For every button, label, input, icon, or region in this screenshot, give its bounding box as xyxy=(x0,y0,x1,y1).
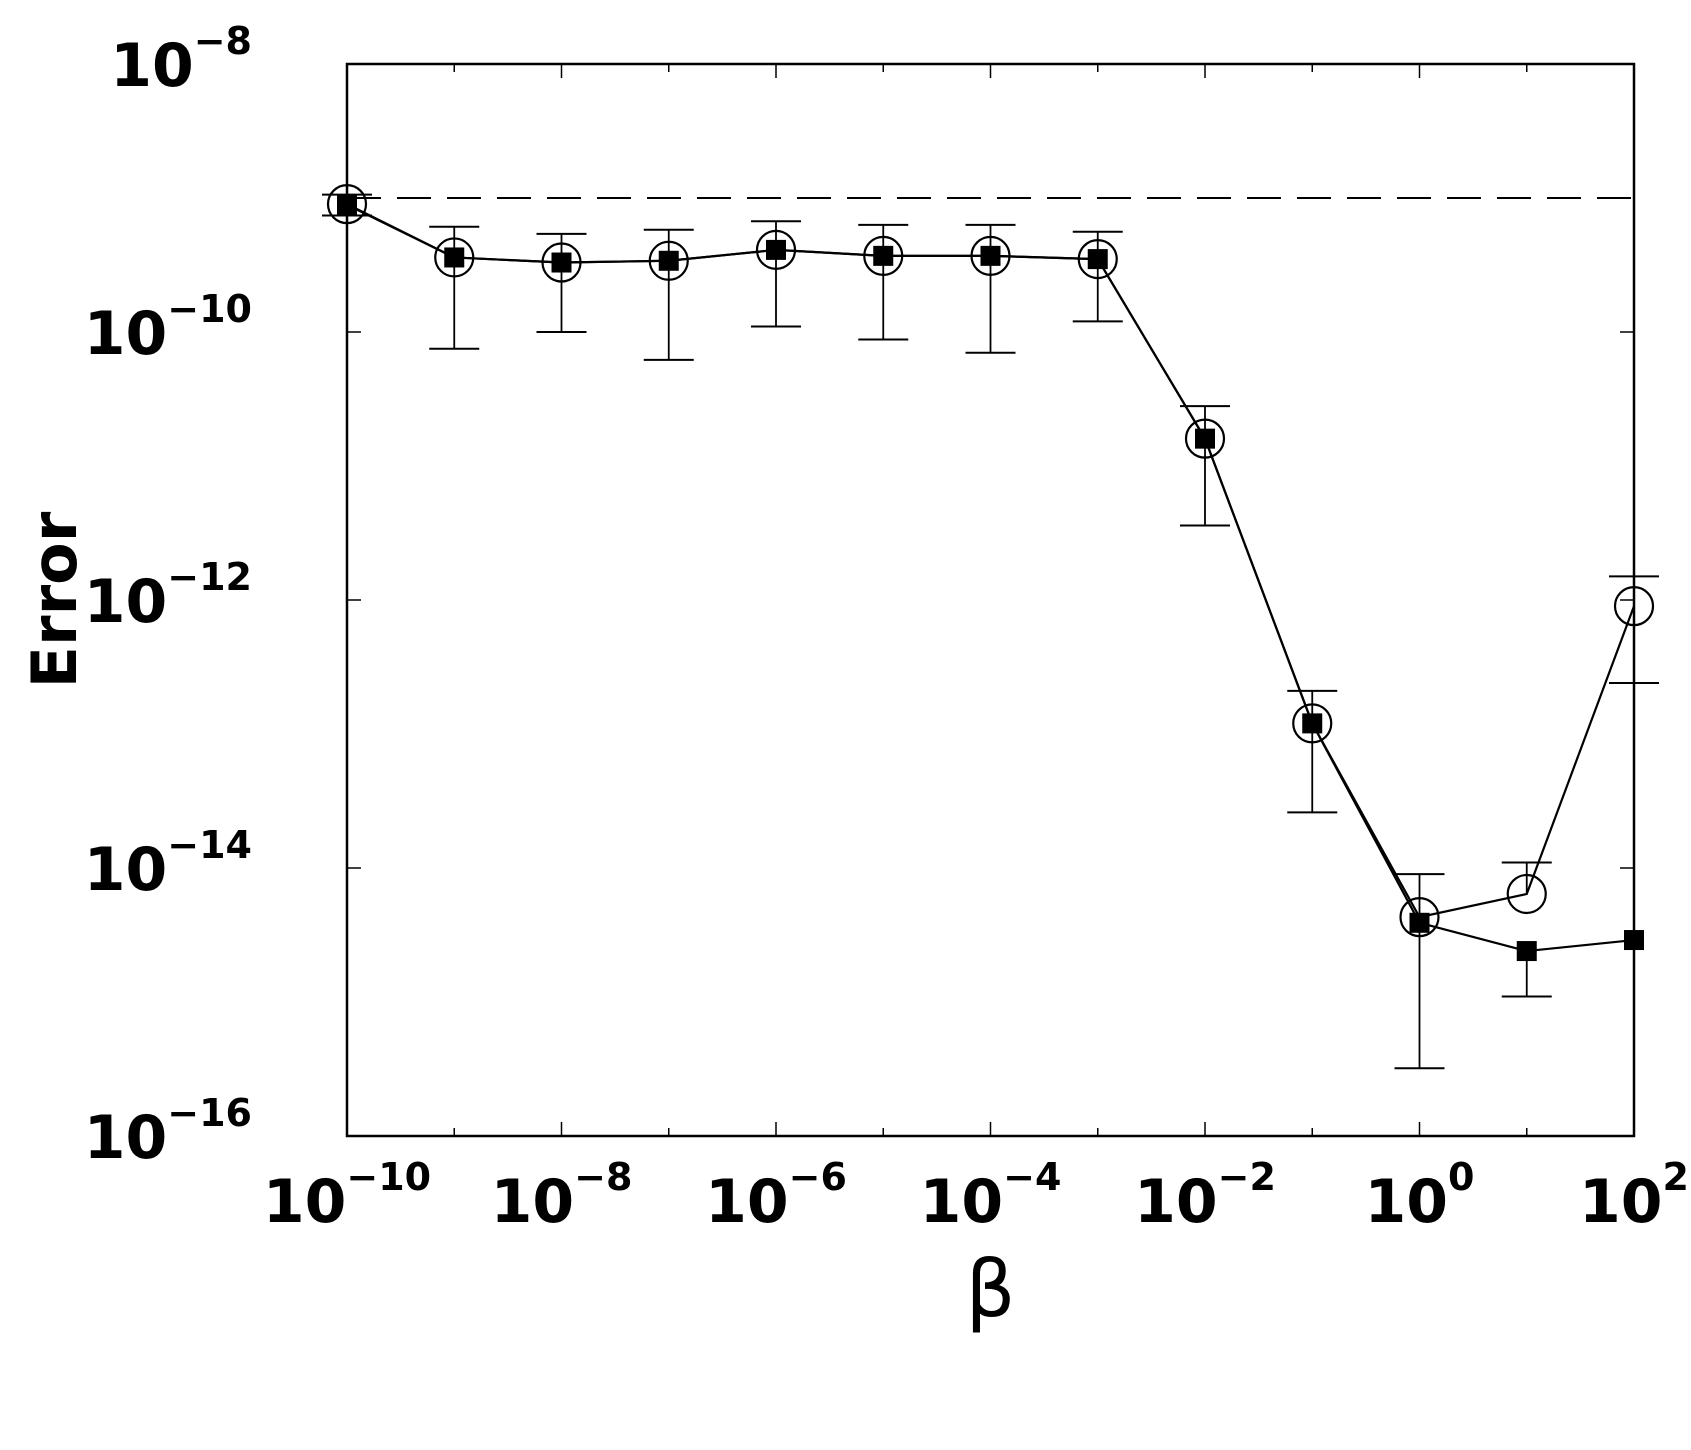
data-point-square xyxy=(873,245,894,266)
data-point-square xyxy=(444,247,465,268)
data-point-square xyxy=(1087,249,1108,270)
x-tick-label: 10−8 xyxy=(491,1155,633,1237)
data-point-circle xyxy=(863,235,904,276)
y-tick-label: 10−16 xyxy=(84,1091,252,1173)
y-tick-label: 10−12 xyxy=(84,555,252,637)
data-point-circle xyxy=(1399,897,1440,938)
x-tick-label: 10−6 xyxy=(705,1155,847,1237)
x-tick-label: 100 xyxy=(1365,1155,1475,1237)
data-point-circle xyxy=(1184,418,1226,459)
data-point-circle xyxy=(648,240,689,281)
data-point-square xyxy=(658,250,679,271)
data-point-circle xyxy=(1506,873,1547,915)
error-bars xyxy=(322,193,1659,1070)
x-tick-label: 102 xyxy=(1579,1155,1689,1237)
x-axis-title: β xyxy=(966,1245,1016,1335)
y-tick-label: 10−10 xyxy=(84,287,252,369)
data-point-square xyxy=(1302,713,1323,734)
data-point-circle xyxy=(541,242,582,283)
data-point-circle xyxy=(1077,238,1118,280)
tick-labels: 10−10 10−8 10−6 10−4 10−2 100 10210−810−1010−1… xyxy=(84,19,1689,1237)
data-point-circle xyxy=(970,235,1011,276)
y-axis-title: Error xyxy=(18,511,91,688)
y-tick-label: 10−8 xyxy=(110,19,252,101)
x-tick-label: 10−2 xyxy=(1134,1155,1276,1237)
data-point-circle xyxy=(755,229,797,270)
data-point-square xyxy=(766,239,786,260)
data-point-square xyxy=(1195,428,1215,449)
data-point-square xyxy=(1409,912,1430,933)
y-tick-label: 10−14 xyxy=(84,823,252,905)
data-point-circle xyxy=(434,237,475,278)
x-tick-label: 10−4 xyxy=(920,1155,1062,1237)
plot-frame xyxy=(345,62,1636,1138)
data-point-square xyxy=(551,252,572,273)
data-point-square xyxy=(980,245,1001,266)
data-point-circle xyxy=(1292,703,1333,744)
data-point-square xyxy=(1516,941,1537,962)
x-tick-label: 10−10 xyxy=(263,1155,431,1237)
